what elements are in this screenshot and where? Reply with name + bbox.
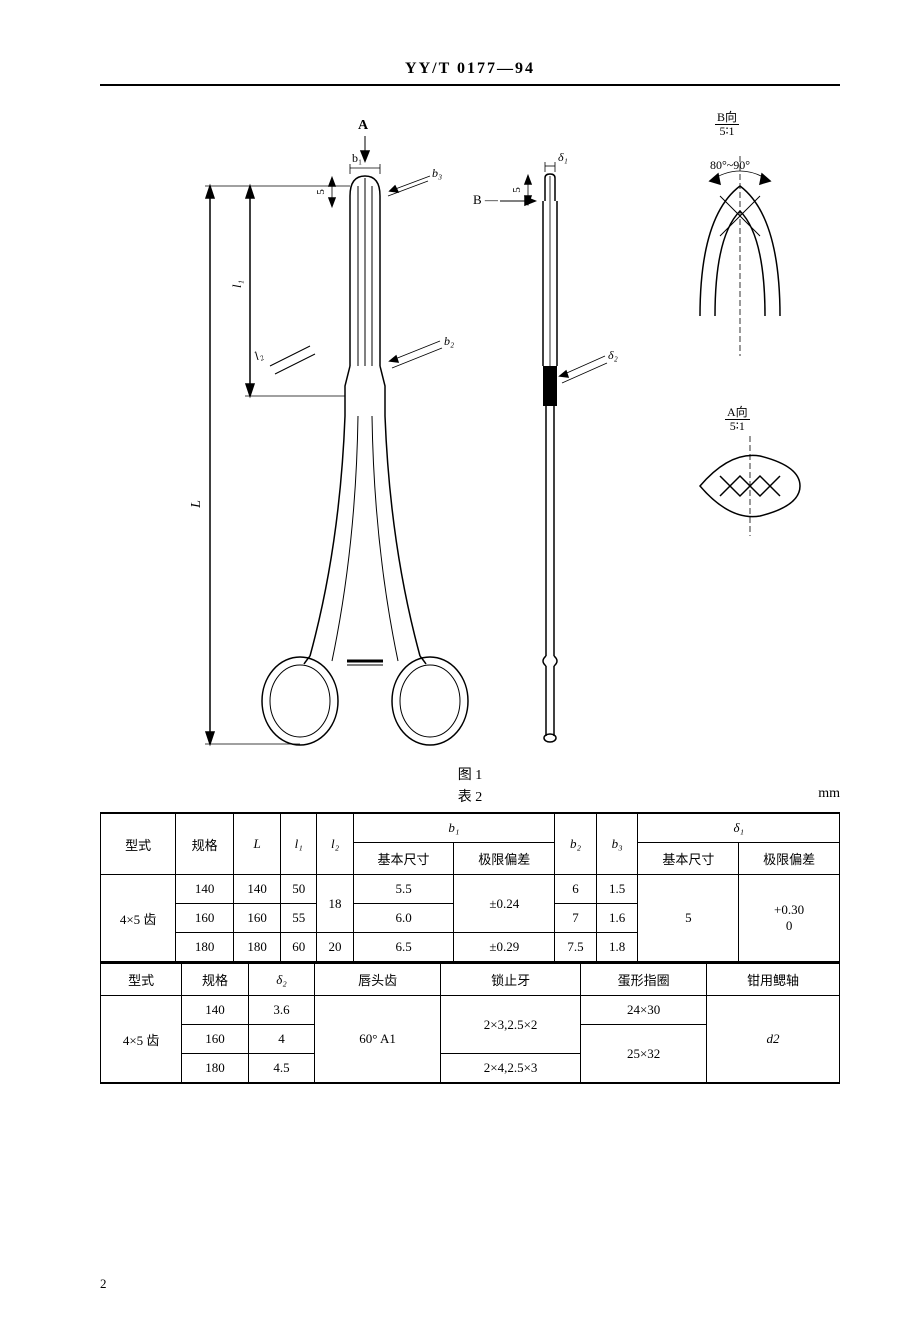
label-b1: b₁ [352, 151, 362, 166]
th-l2: l₂ [317, 813, 353, 875]
th-l1: l₁ [281, 813, 317, 875]
cell: 24×30 [581, 996, 707, 1025]
label-5-side: 5 [511, 187, 523, 193]
label-d1: δ₁ [558, 150, 568, 165]
cell: 4.5 [248, 1054, 315, 1084]
th2-ring: 蛋形指圈 [581, 963, 707, 996]
th-b3: b₃ [596, 813, 638, 875]
figure-1-diagram: A b₁ b₃ b₂ 5 l₂ l₁ L B — δ₁ 5 δ₂ B向5∶1 8… [100, 116, 840, 756]
cell: 1.8 [596, 933, 638, 963]
cell: 2×4,2.5×3 [440, 1054, 580, 1084]
th2-teeth: 唇头齿 [315, 963, 441, 996]
cell: 140 [182, 996, 249, 1025]
cell: 60° A1 [315, 996, 441, 1084]
diagram-svg [100, 116, 840, 756]
th-d1-tol: 极限偏差 [739, 843, 840, 875]
cell: 2×3,2.5×2 [440, 996, 580, 1054]
label-L: L [189, 500, 205, 508]
th-d1-basic: 基本尺寸 [638, 843, 739, 875]
th-spec: 规格 [176, 813, 234, 875]
cell-type: 4×5 齿 [101, 875, 176, 963]
cell: 18 [317, 875, 353, 933]
cell: 20 [317, 933, 353, 963]
cell: 4 [248, 1025, 315, 1054]
label-d2: δ₂ [608, 348, 618, 363]
table-row: 4×5 齿 140 140 50 18 5.5 ±0.24 6 1.5 5 +0… [101, 875, 840, 904]
th2-spec: 规格 [182, 963, 249, 996]
cell: 7 [555, 904, 597, 933]
cell: 140 [176, 875, 234, 904]
label-angle: 80°~90° [710, 158, 750, 173]
cell: 5.5 [353, 875, 454, 904]
cell: 180 [176, 933, 234, 963]
cell: d2 [706, 996, 839, 1084]
cell: 160 [234, 904, 281, 933]
th2-type: 型式 [101, 963, 182, 996]
cell: 160 [182, 1025, 249, 1054]
cell: 5 [638, 875, 739, 963]
cell: 180 [182, 1054, 249, 1084]
label-A: A [358, 118, 368, 134]
th-b1: b₁ [353, 813, 554, 843]
cell: 160 [176, 904, 234, 933]
page-number: 2 [100, 1276, 107, 1292]
label-b2: b₂ [444, 334, 454, 349]
th-b1-tol: 极限偏差 [454, 843, 555, 875]
cell: 1.5 [596, 875, 638, 904]
label-l1: l₁ [229, 280, 245, 288]
table-row: 4×5 齿 140 3.6 60° A1 2×3,2.5×2 24×30 d2 [101, 996, 840, 1025]
cell: 55 [281, 904, 317, 933]
label-5-front: 5 [315, 189, 327, 195]
spec-table-lower: 型式 规格 δ₂ 唇头齿 锁止牙 蛋形指圈 钳用鳃轴 4×5 齿 140 3.6… [100, 962, 840, 1084]
table-unit: mm [818, 786, 840, 802]
th2-lock: 锁止牙 [440, 963, 580, 996]
table-caption: 表 2 mm [100, 786, 840, 806]
cell: 25×32 [581, 1025, 707, 1084]
detail-A-label: A向5∶1 [725, 406, 750, 434]
cell-d1-tol: +0.300 [739, 875, 840, 963]
spec-table-upper: 型式 规格 L l₁ l₂ b₁ b₂ b₃ δ₁ 基本尺寸 极限偏差 基本尺寸… [100, 812, 840, 963]
cell: 140 [234, 875, 281, 904]
th-type: 型式 [101, 813, 176, 875]
th-b1-basic: 基本尺寸 [353, 843, 454, 875]
cell: 3.6 [248, 996, 315, 1025]
cell: 1.6 [596, 904, 638, 933]
label-B: B — [473, 192, 498, 208]
th-b2: b₂ [555, 813, 597, 875]
th-d1: δ₁ [638, 813, 840, 843]
th-L: L [234, 813, 281, 875]
cell: 50 [281, 875, 317, 904]
cell: 7.5 [555, 933, 597, 963]
th2-rivet: 钳用鳃轴 [706, 963, 839, 996]
cell: ±0.29 [454, 933, 555, 963]
th2-d2: δ₂ [248, 963, 315, 996]
cell: ±0.24 [454, 875, 555, 933]
cell: 180 [234, 933, 281, 963]
cell: 6 [555, 875, 597, 904]
cell: 6.0 [353, 904, 454, 933]
detail-B-label: B向5∶1 [715, 111, 739, 139]
figure-caption: 图 1 [100, 764, 840, 784]
cell: 6.5 [353, 933, 454, 963]
label-b3: b₃ [432, 166, 442, 181]
cell: 60 [281, 933, 317, 963]
standard-code-header: YY/T 0177—94 [100, 60, 840, 86]
cell-type: 4×5 齿 [101, 996, 182, 1084]
